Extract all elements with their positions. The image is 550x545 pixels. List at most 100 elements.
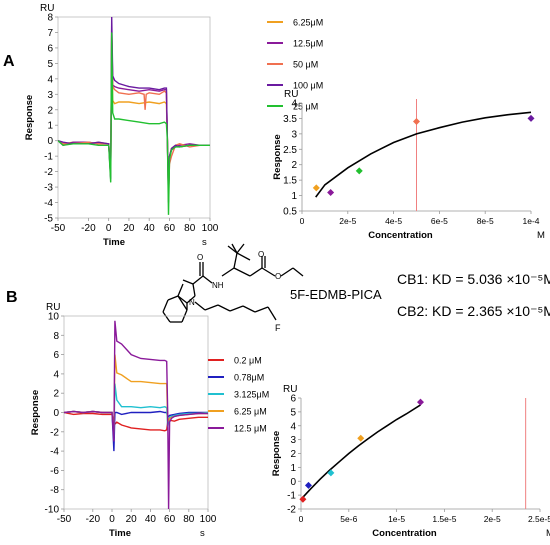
y-tick-label: 3.5 (283, 114, 297, 125)
y-axis-title: Response (30, 390, 41, 435)
y-tick-label: -1 (44, 152, 53, 163)
kd-cb1: CB1: KD = 5.036 ×10⁻⁵M (397, 271, 550, 287)
x-tick-label: 100 (200, 514, 217, 525)
y-tick-label: 5 (290, 407, 296, 418)
data-point (299, 495, 307, 503)
y-tick-label: -8 (50, 485, 59, 496)
y-tick-label: 2.5 (283, 145, 297, 156)
kd-cb2: CB2: KD = 2.365 ×10⁻⁵M (397, 303, 550, 319)
y-tick-label: 1 (291, 191, 297, 202)
y-tick-label: -4 (50, 447, 59, 458)
series-line (58, 24, 210, 203)
x-tick-label: 60 (164, 514, 176, 525)
data-point (413, 118, 420, 126)
series-line (64, 354, 208, 432)
y-tick-label: -6 (50, 466, 59, 477)
x-tick-label: 1.5e-5 (432, 514, 456, 524)
x-tick-label: 60 (164, 223, 176, 234)
x-tick-label: 40 (144, 223, 156, 234)
y-tick-label: 8 (53, 331, 59, 342)
series-line (58, 29, 210, 195)
y-axis-title: Response (24, 95, 35, 140)
x-tick-label: 0 (299, 514, 304, 524)
x-unit-label: s (200, 528, 205, 539)
y-tick-label: -2 (287, 505, 296, 516)
data-point (355, 167, 363, 175)
y-tick-label: 6 (53, 350, 59, 361)
fit-curve (315, 111, 532, 198)
atom-o-amide: O (197, 253, 203, 262)
y-tick-label: 4 (290, 421, 296, 432)
x-tick-label: 8e-5 (477, 216, 494, 226)
x-tick-label: 0 (300, 216, 305, 226)
data-point (327, 188, 335, 196)
series-line (58, 32, 210, 188)
y-tick-label: 1 (290, 463, 296, 474)
compound-name: 5F-EDMB-PICA (290, 287, 382, 302)
data-point (527, 114, 535, 122)
y-units-label: RU (46, 302, 60, 313)
x-tick-label: 0 (109, 514, 115, 525)
x-axis-title: Concentration (372, 528, 437, 539)
x-tick-label: -20 (86, 514, 101, 525)
y-tick-label: 10 (48, 312, 60, 323)
y-tick-label: -10 (45, 505, 60, 516)
y-tick-label: 2 (53, 389, 59, 400)
y-tick-label: -1 (287, 491, 296, 502)
x-tick-label: -20 (81, 223, 96, 234)
y-tick-label: 0 (290, 477, 296, 488)
series-line (64, 411, 208, 432)
y-tick-label: -2 (44, 167, 53, 178)
x-tick-label: 5e-6 (340, 514, 357, 524)
y-tick-label: -5 (44, 214, 53, 225)
x-tick-label: 80 (184, 223, 196, 234)
x-axis-title: Concentration (368, 230, 433, 241)
y-tick-label: 0 (53, 408, 59, 419)
x-tick-label: 100 (202, 223, 219, 234)
x-tick-label: 2e-5 (339, 216, 356, 226)
x-tick-label: 6e-5 (431, 216, 448, 226)
legend-label: 6.25μM (293, 18, 323, 28)
series-line (58, 32, 210, 215)
x-unit-label: M (546, 528, 550, 539)
y-tick-label: 6 (290, 394, 296, 405)
atom-o-ester-carbonyl: O (258, 250, 264, 259)
x-axis-title: Time (103, 237, 125, 248)
x-tick-label: 80 (183, 514, 195, 525)
x-tick-label: 2.5e-5 (528, 514, 550, 524)
x-tick-label: -50 (51, 223, 66, 234)
x-unit-label: M (537, 230, 545, 241)
x-tick-label: 40 (145, 514, 157, 525)
legend-label: 100 μM (293, 81, 323, 91)
legend-label: 0.2 μM (234, 356, 262, 366)
legend-label: 6.25 μM (234, 407, 267, 417)
y-tick-label: 1.5 (283, 176, 297, 187)
x-tick-label: 2e-5 (484, 514, 501, 524)
panel-letter-a: A (3, 53, 15, 70)
y-tick-label: 3 (47, 90, 53, 101)
y-tick-label: 2 (47, 105, 53, 116)
fit-curve (300, 404, 421, 500)
x-tick-label: 1e-4 (522, 216, 539, 226)
x-tick-label: 0 (106, 223, 112, 234)
plot-frame (57, 16, 211, 219)
y-tick-label: -3 (44, 183, 53, 194)
y-tick-label: 6 (47, 43, 53, 54)
y-tick-label: 2 (291, 160, 297, 171)
y-units-label: RU (283, 384, 297, 395)
y-tick-label: 4 (47, 74, 53, 85)
data-point (304, 481, 312, 489)
x-tick-label: 1e-5 (388, 514, 405, 524)
legend-label: 25 μM (293, 102, 318, 112)
atom-n-indole: N (189, 298, 195, 307)
y-tick-label: -4 (44, 198, 53, 209)
series-line (64, 410, 208, 452)
x-unit-label: s (202, 237, 207, 248)
data-point (327, 469, 335, 477)
series-line (64, 320, 208, 509)
atom-o-ester: O (275, 272, 281, 281)
y-tick-label: 3 (291, 129, 297, 140)
